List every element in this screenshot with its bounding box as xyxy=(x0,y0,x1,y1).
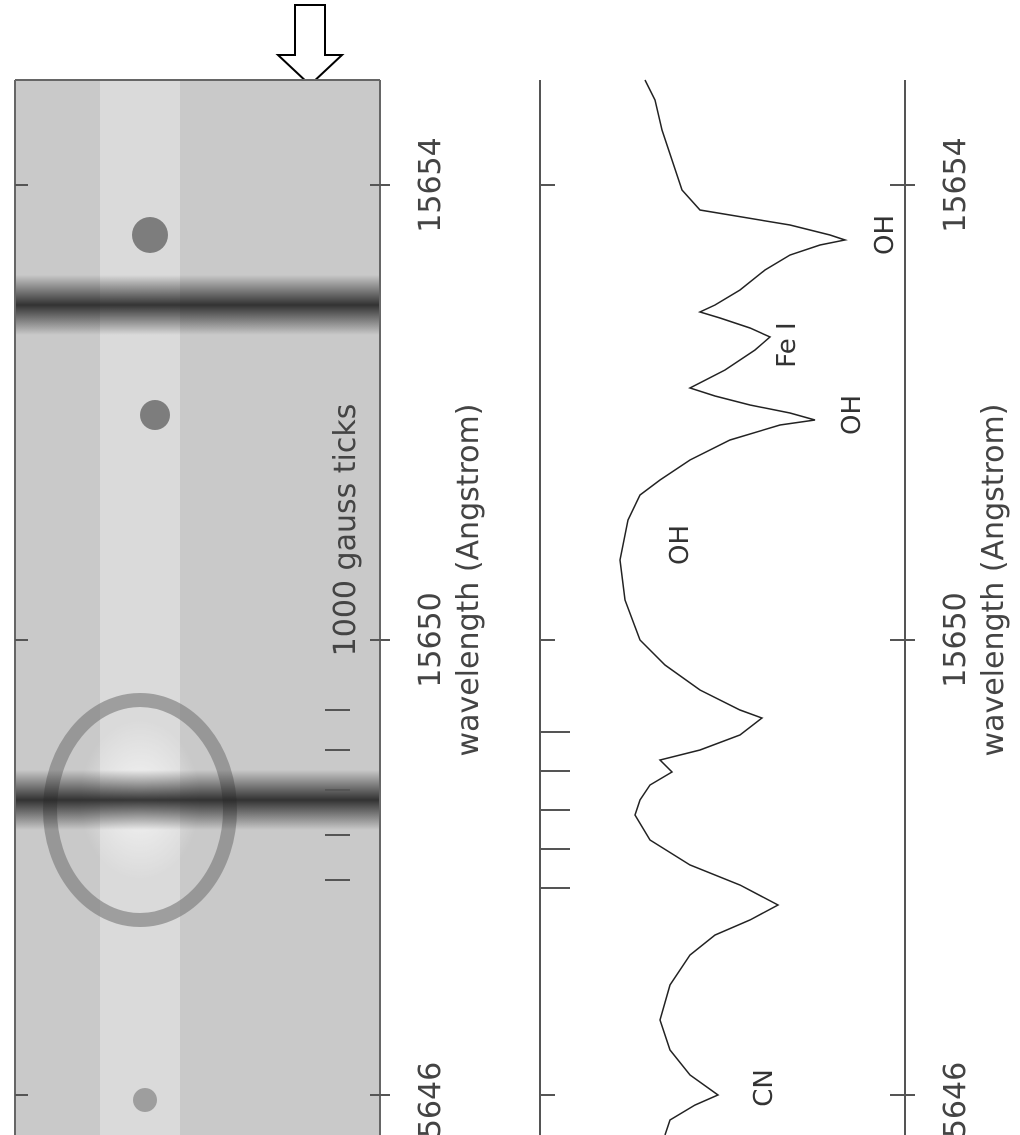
gauss-label: 1000 gauss ticks xyxy=(328,404,363,657)
annotation: OH xyxy=(870,215,900,255)
spectrum xyxy=(619,79,848,1135)
annotation: OH xyxy=(837,395,867,435)
annotation: OH xyxy=(665,525,695,565)
arrow xyxy=(275,4,345,87)
tick-label: 15654 xyxy=(413,137,448,232)
tick-label: 5646 xyxy=(413,1062,448,1135)
annotation: CN xyxy=(749,1069,779,1107)
spectrogram xyxy=(14,79,390,1135)
tick-label: 15654 xyxy=(938,137,973,232)
tick-label: 15650 xyxy=(413,592,448,687)
tick-label: 5646 xyxy=(938,1062,973,1135)
axis-label: wavelength (Angstrom) xyxy=(976,404,1011,757)
axis-label: wavelength (Angstrom) xyxy=(451,404,486,757)
annotation: Fe I xyxy=(772,322,802,367)
tick-label: 15650 xyxy=(938,592,973,687)
spectrum-axes xyxy=(539,80,915,1135)
